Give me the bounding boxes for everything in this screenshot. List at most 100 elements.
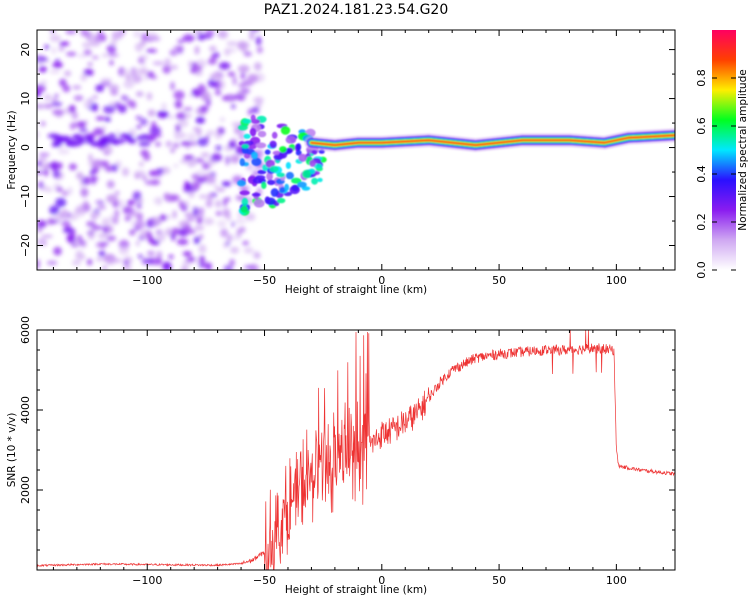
noise-blob bbox=[197, 137, 209, 147]
noise-blob bbox=[106, 180, 115, 189]
noise-blob bbox=[138, 161, 144, 167]
noise-blob bbox=[97, 204, 106, 210]
noise-blob bbox=[51, 101, 63, 107]
noise-blob bbox=[137, 57, 145, 64]
noise-blob bbox=[93, 127, 105, 136]
noise-blob bbox=[95, 84, 105, 92]
noise-blob bbox=[231, 221, 236, 228]
transition-blob bbox=[265, 159, 275, 168]
noise-blob bbox=[101, 124, 107, 131]
noise-blob bbox=[162, 261, 172, 270]
noise-blob bbox=[109, 214, 114, 220]
noise-blob bbox=[196, 128, 202, 137]
noise-blob bbox=[228, 141, 237, 149]
noise-blob bbox=[141, 258, 154, 265]
transition-blob bbox=[269, 165, 279, 173]
noise-blob bbox=[60, 209, 69, 218]
noise-blob bbox=[153, 197, 163, 205]
noise-blob bbox=[111, 30, 123, 40]
noise-blob bbox=[243, 247, 254, 254]
transition-blob bbox=[296, 143, 302, 151]
noise-blob bbox=[166, 214, 172, 220]
transition-blob bbox=[311, 177, 318, 185]
noise-blob bbox=[66, 233, 76, 243]
noise-blob bbox=[43, 93, 52, 101]
x-tick-label: 50 bbox=[492, 274, 506, 287]
noise-blob bbox=[145, 48, 158, 53]
noise-blob bbox=[49, 205, 60, 215]
noise-blob bbox=[97, 232, 109, 240]
noise-blob bbox=[229, 259, 235, 267]
noise-blob bbox=[91, 159, 103, 169]
noise-blob bbox=[225, 197, 231, 202]
noise-blob bbox=[203, 217, 215, 225]
noise-blob bbox=[77, 121, 86, 128]
noise-blob bbox=[57, 162, 63, 170]
transition-blob bbox=[291, 177, 302, 184]
noise-blob bbox=[37, 157, 48, 163]
noise-blob bbox=[37, 238, 47, 246]
noise-blob bbox=[83, 68, 94, 76]
noise-blob bbox=[55, 197, 67, 208]
noise-blob bbox=[125, 73, 131, 82]
noise-blob bbox=[132, 68, 142, 75]
noise-blob bbox=[173, 45, 185, 50]
noise-blob bbox=[211, 81, 218, 88]
noise-blob bbox=[239, 132, 245, 141]
noise-blob bbox=[155, 141, 161, 147]
noise-blob bbox=[98, 137, 108, 143]
noise-blob bbox=[135, 91, 144, 97]
noise-blob bbox=[150, 75, 158, 80]
transition-blob bbox=[277, 197, 286, 204]
noise-blob bbox=[174, 100, 183, 109]
noise-blob bbox=[187, 132, 196, 142]
noise-blob bbox=[122, 264, 132, 270]
y-tick-label: −10 bbox=[19, 185, 32, 208]
noise-blob bbox=[93, 141, 100, 147]
spectrogram-xlabel: Height of straight line (km) bbox=[285, 284, 427, 296]
noise-blob bbox=[46, 260, 58, 266]
noise-blob bbox=[41, 57, 49, 62]
noise-blob bbox=[168, 114, 175, 120]
noise-blob bbox=[194, 225, 205, 231]
x-tick-label: −100 bbox=[132, 274, 162, 287]
noise-blob bbox=[128, 139, 137, 144]
noise-blob bbox=[173, 163, 179, 168]
noise-blob bbox=[106, 194, 118, 204]
noise-blob bbox=[86, 258, 93, 266]
noise-blob bbox=[175, 112, 187, 120]
transition-blob bbox=[264, 196, 271, 204]
noise-blob bbox=[82, 241, 87, 249]
transition-blob bbox=[285, 162, 291, 169]
noise-blob bbox=[231, 104, 236, 109]
noise-blob bbox=[68, 163, 77, 171]
noise-blob bbox=[218, 33, 229, 39]
noise-blob bbox=[188, 190, 195, 198]
noise-blob bbox=[239, 186, 249, 193]
noise-blob bbox=[52, 109, 65, 116]
noise-blob bbox=[151, 257, 163, 266]
noise-blob bbox=[127, 210, 140, 218]
noise-blob bbox=[197, 207, 205, 215]
noise-blob bbox=[177, 39, 185, 44]
noise-blob bbox=[46, 187, 53, 193]
transition-blob bbox=[251, 151, 258, 160]
noise-blob bbox=[227, 95, 233, 102]
noise-blob bbox=[106, 225, 114, 234]
noise-blob bbox=[98, 250, 106, 257]
noise-blob bbox=[49, 69, 61, 74]
noise-blob bbox=[169, 49, 178, 56]
noise-blob bbox=[188, 60, 193, 69]
noise-blob bbox=[148, 170, 158, 177]
noise-blob bbox=[172, 142, 180, 149]
noise-blob bbox=[215, 211, 222, 216]
noise-blob bbox=[176, 238, 189, 245]
noise-blob bbox=[218, 79, 226, 90]
noise-blob bbox=[182, 251, 192, 257]
transition-blob bbox=[270, 188, 279, 197]
noise-blob bbox=[234, 219, 247, 224]
noise-blob bbox=[76, 204, 88, 214]
x-tick-label: −50 bbox=[253, 274, 276, 287]
noise-blob bbox=[232, 76, 237, 86]
noise-blob bbox=[231, 122, 241, 127]
